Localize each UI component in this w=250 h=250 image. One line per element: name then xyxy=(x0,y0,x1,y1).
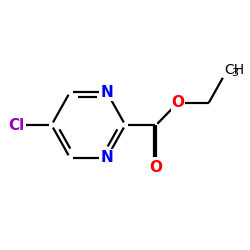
Text: N: N xyxy=(100,150,113,165)
Text: 3: 3 xyxy=(232,68,239,78)
Text: N: N xyxy=(100,85,113,100)
Text: O: O xyxy=(172,95,184,110)
Text: CH: CH xyxy=(224,62,244,76)
Text: O: O xyxy=(150,160,163,175)
Text: Cl: Cl xyxy=(8,118,24,132)
